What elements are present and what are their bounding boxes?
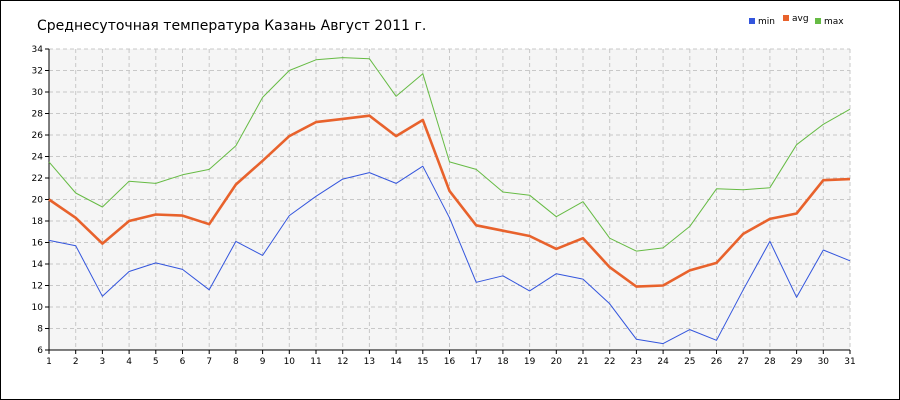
- x-tick-label: 14: [390, 357, 402, 367]
- x-tick-label: 7: [206, 357, 212, 367]
- x-tick-label: 1: [46, 357, 52, 367]
- y-tick-label: 24: [32, 153, 44, 163]
- x-tick-label: 31: [844, 357, 855, 367]
- chart-title: Среднесуточная температура Казань Август…: [37, 18, 426, 34]
- x-tick-label: 27: [737, 357, 748, 367]
- x-tick-label: 21: [577, 357, 588, 367]
- x-tick-label: 4: [126, 357, 132, 367]
- y-tick-label: 12: [32, 282, 43, 292]
- legend-label-avg: avg: [792, 14, 809, 24]
- y-tick-label: 34: [32, 45, 44, 55]
- y-tick-label: 14: [32, 260, 44, 270]
- x-tick-label: 11: [310, 357, 321, 367]
- x-tick-label: 19: [524, 357, 536, 367]
- legend-label-min: min: [758, 17, 775, 27]
- x-tick-label: 2: [73, 357, 79, 367]
- x-tick-label: 30: [818, 357, 830, 367]
- x-tick-label: 22: [604, 357, 615, 367]
- x-tick-label: 3: [100, 357, 106, 367]
- legend-label-max: max: [824, 17, 844, 27]
- legend: min avg max: [749, 14, 844, 27]
- x-tick-label: 20: [551, 357, 563, 367]
- series-lines: [48, 57, 851, 345]
- y-axis-ticks: 6 8 10 12 14 16 18 20 22 24 26 28 30 32 34: [32, 45, 49, 356]
- y-tick-label: 30: [32, 88, 44, 98]
- x-tick-label: 9: [260, 357, 266, 367]
- x-tick-label: 6: [180, 357, 186, 367]
- x-tick-label: 10: [284, 357, 296, 367]
- x-tick-label: 28: [764, 357, 776, 367]
- y-tick-label: 22: [32, 174, 43, 184]
- y-tick-label: 10: [32, 303, 44, 313]
- x-tick-label: 17: [470, 357, 481, 367]
- x-tick-label: 26: [711, 357, 723, 367]
- legend-swatch-min: [749, 18, 755, 24]
- series-line-max: [48, 57, 851, 252]
- x-tick-label: 24: [657, 357, 669, 367]
- x-tick-label: 23: [631, 357, 642, 367]
- y-tick-label: 28: [32, 110, 44, 120]
- x-tick-label: 13: [364, 357, 375, 367]
- y-tick-label: 26: [32, 131, 44, 141]
- legend-swatch-max: [815, 18, 821, 24]
- series-line-min: [48, 165, 851, 345]
- x-tick-label: 15: [417, 357, 428, 367]
- y-tick-label: 6: [37, 346, 43, 356]
- y-tick-label: 32: [32, 67, 43, 77]
- series-line-avg: [48, 114, 851, 288]
- x-tick-label: 18: [497, 357, 509, 367]
- x-tick-label: 29: [791, 357, 803, 367]
- x-tick-label: 25: [684, 357, 695, 367]
- vertical-gridlines: [75, 49, 851, 350]
- x-axis-ticks: 1 2 3 4 5 6 7 8 9 10 11 12 13 14 15 16 17 18 19 20 21 22 23 24 2…: [46, 350, 856, 367]
- y-tick-label: 16: [32, 239, 44, 249]
- y-tick-label: 8: [37, 325, 43, 335]
- y-tick-label: 18: [32, 217, 44, 227]
- y-tick-label: 20: [32, 196, 44, 206]
- x-tick-label: 16: [444, 357, 456, 367]
- legend-swatch-avg: [783, 15, 789, 21]
- x-tick-label: 5: [153, 357, 159, 367]
- x-tick-label: 8: [233, 357, 239, 367]
- x-tick-label: 12: [337, 357, 348, 367]
